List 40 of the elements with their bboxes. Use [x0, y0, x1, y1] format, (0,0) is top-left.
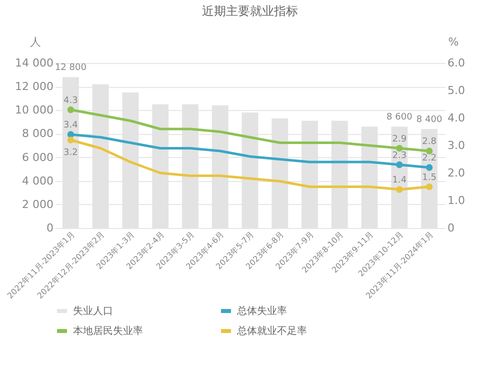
y2-tick-label: 6.0 — [448, 56, 465, 70]
point — [396, 161, 403, 168]
data-label: 8 400 — [416, 115, 442, 125]
y-tick-label: 6 000 — [22, 150, 54, 164]
y-tick-label: 12 000 — [15, 80, 54, 94]
data-label: 3.4 — [64, 120, 78, 130]
y2-tick-label: 0 — [448, 222, 454, 234]
legend-label: 总体失业率 — [236, 305, 287, 317]
data-label: 2.9 — [392, 134, 407, 144]
data-label: 2.2 — [422, 154, 436, 164]
y2-tick-label: 4.0 — [448, 112, 465, 124]
point — [426, 183, 433, 190]
legend-label: 失业人口 — [73, 305, 113, 317]
y2-axis-title: % — [448, 36, 459, 48]
y-tick-label: 14 000 — [15, 56, 54, 70]
point — [426, 164, 433, 171]
y-tick-label: 2 000 — [22, 198, 54, 211]
point — [67, 106, 74, 114]
data-label: 1.5 — [422, 172, 436, 183]
y-tick-label: 10 000 — [15, 104, 54, 117]
data-label: 4.3 — [64, 96, 78, 106]
legend-label: 本地居民失业率 — [73, 325, 143, 337]
data-label: 3.2 — [64, 148, 78, 158]
y-tick-label: 8 000 — [22, 127, 54, 140]
data-label: 2.8 — [422, 137, 437, 147]
data-label: 2.3 — [392, 150, 407, 161]
data-label: 1.4 — [392, 176, 407, 186]
data-label: 8 600 — [386, 112, 413, 123]
data-label: 12 800 — [54, 63, 87, 74]
y2-tick-label: 5.0 — [448, 84, 465, 97]
legend-label: 总体就业不足率 — [236, 325, 307, 337]
y2-tick-label: 3.0 — [448, 139, 465, 152]
y2-tick-label: 2.0 — [448, 166, 465, 180]
y-tick-label: 4 000 — [22, 174, 54, 188]
point — [67, 136, 74, 144]
y-tick-label: 0 — [46, 222, 54, 234]
y2-tick-label: 1.0 — [448, 194, 465, 207]
chart-title: 近期主要就业指标 — [202, 4, 298, 18]
y-axis-title: 人 — [30, 36, 41, 48]
point — [396, 186, 403, 193]
